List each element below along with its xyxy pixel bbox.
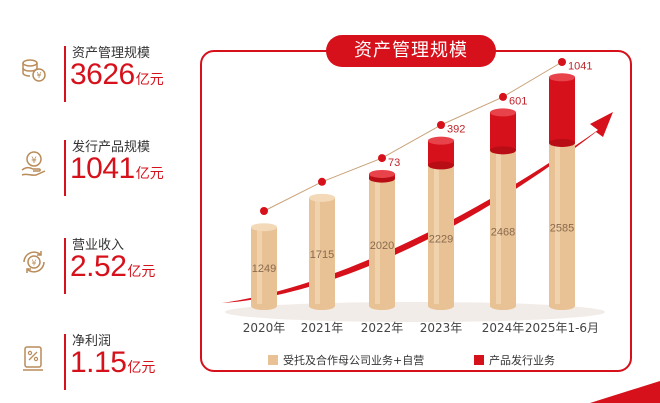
tick-label: 2020年 <box>243 321 286 335</box>
svg-text:¥: ¥ <box>31 156 37 166</box>
tick-label: 2023年 <box>420 321 463 335</box>
bar-highlight <box>257 229 262 304</box>
kpi-panel: ¥ 资产管理规模 3626亿元 ¥ 发行产品规模 1041亿元 ¥ 营业收入 2… <box>0 0 190 403</box>
legend-label: 受托及合作母公司业务+自营 <box>283 353 424 367</box>
coins-icon: ¥ <box>22 59 46 82</box>
kpi-label: 发行产品规模 <box>72 140 151 155</box>
bar-top <box>490 146 516 155</box>
kpi-value: 2.52亿元 <box>70 250 156 283</box>
trend-point <box>378 154 386 163</box>
data-label: 73 <box>388 157 400 169</box>
bar-cap <box>428 136 454 145</box>
data-label: 2229 <box>429 234 453 246</box>
tick-label: 2025年1-6月 <box>525 321 599 335</box>
bar-top <box>428 161 454 170</box>
trend-line <box>263 61 563 212</box>
bar-top <box>490 112 516 151</box>
kpi-divider <box>64 238 66 294</box>
bar-top <box>549 77 575 143</box>
bar-highlight <box>555 144 560 304</box>
kpi-aum: ¥ 资产管理规模 3626亿元 <box>0 42 190 112</box>
kpi-value: 1041亿元 <box>70 152 164 185</box>
bar-cap <box>490 108 516 117</box>
bar-base <box>428 165 454 306</box>
tick-label: 2022年 <box>361 321 404 335</box>
trend-point <box>558 58 566 66</box>
bar-highlight <box>315 199 320 304</box>
bar-base <box>490 150 516 306</box>
bar-highlight <box>496 152 501 304</box>
percent-document-icon <box>23 346 43 371</box>
bar-base <box>490 302 516 310</box>
bar-base <box>251 302 277 310</box>
tick-label: 2021年 <box>301 321 344 335</box>
data-label: 601 <box>509 95 527 107</box>
data-label: 1249 <box>252 263 276 275</box>
data-label: 392 <box>447 124 465 136</box>
legend-swatch <box>268 355 278 365</box>
kpi-label: 资产管理规模 <box>72 46 151 61</box>
data-label: 2585 <box>550 223 574 235</box>
yen-cycle-icon: ¥ <box>23 251 45 273</box>
tick-label: 2024年 <box>482 321 525 335</box>
svg-text:¥: ¥ <box>31 259 36 268</box>
bar-base <box>251 227 277 306</box>
svg-text:¥: ¥ <box>36 71 41 80</box>
legend-label: 产品发行业务 <box>489 353 555 367</box>
bar-base <box>428 302 454 310</box>
kpi-value: 1.15亿元 <box>70 346 156 379</box>
kpi-revenue: ¥ 营业收入 2.52亿元 <box>0 234 190 304</box>
trend-point <box>437 120 445 129</box>
trend-point <box>318 177 326 186</box>
kpi-value: 3626亿元 <box>70 58 164 91</box>
kpi-label: 营业收入 <box>72 238 125 253</box>
kpi-label: 净利润 <box>72 334 112 349</box>
bar-base <box>369 302 395 310</box>
trend-point <box>499 92 507 101</box>
bar-top <box>428 140 454 166</box>
kpi-net-profit: 净利润 1.15亿元 <box>0 330 190 400</box>
bar-base <box>549 302 575 310</box>
hand-coin-icon: ¥ <box>21 151 46 176</box>
bar-highlight <box>434 167 439 304</box>
data-label: 1041 <box>568 60 592 72</box>
bar-base <box>309 302 335 310</box>
kpi-divider <box>64 46 66 102</box>
bar-cap <box>309 193 335 202</box>
chart-floor <box>225 302 605 322</box>
legend-swatch <box>474 355 484 365</box>
bar-base <box>309 197 335 306</box>
corner-decoration <box>590 381 660 403</box>
data-label: 2020 <box>370 240 394 252</box>
bar-base <box>549 142 575 306</box>
bar-cap <box>369 169 395 178</box>
kpi-issuance: ¥ 发行产品规模 1041亿元 <box>0 136 190 206</box>
kpi-divider <box>64 140 66 196</box>
bar-cap <box>549 73 575 82</box>
data-label: 2468 <box>491 226 515 238</box>
data-label: 1715 <box>310 249 334 261</box>
kpi-divider <box>64 334 66 390</box>
bar-cap <box>251 223 277 232</box>
bar-base <box>369 178 395 306</box>
trend-point <box>260 207 268 215</box>
bar-top <box>549 138 575 147</box>
chart-title: 资产管理规模 <box>326 35 496 67</box>
bar-highlight <box>375 180 380 304</box>
